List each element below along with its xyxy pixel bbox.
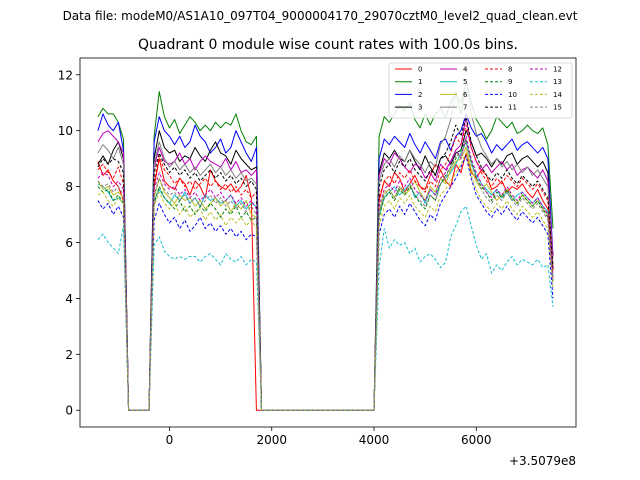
y-axis: 0 2 4 6 8 10 12 [58, 68, 80, 418]
legend-label-0: 0 [418, 66, 422, 74]
series-line-15 [97, 141, 554, 411]
x-axis: 0 2000 4000 6000 [166, 427, 492, 447]
y-tick-label: 2 [65, 348, 73, 362]
chart-title: Quadrant 0 module wise count rates with … [138, 37, 518, 53]
series-line-12 [97, 135, 554, 411]
plot-area [79, 57, 577, 428]
legend-label-4: 4 [463, 66, 468, 74]
x-tick-label: 4000 [359, 433, 390, 447]
legend-label-8: 8 [508, 66, 512, 74]
y-tick-label: 6 [65, 236, 73, 250]
axes-background [80, 58, 576, 427]
legend-label-6: 6 [463, 91, 468, 99]
y-tick-label: 4 [65, 292, 73, 306]
legend-label-3: 3 [418, 104, 422, 112]
legend-label-7: 7 [463, 104, 467, 112]
legend-label-14: 14 [553, 91, 562, 99]
legend-box [388, 62, 573, 119]
legend-label-13: 13 [553, 78, 562, 86]
legend-label-10: 10 [508, 91, 517, 99]
x-tick-label: 6000 [461, 433, 492, 447]
legend-label-2: 2 [418, 91, 422, 99]
x-tick-label: 0 [166, 433, 174, 447]
y-tick-label: 12 [58, 68, 73, 82]
series-lines [97, 79, 554, 411]
x-tick-label: 2000 [256, 433, 287, 447]
legend-label-15: 15 [553, 104, 562, 112]
legend-label-12: 12 [553, 66, 562, 74]
x-offset-label: +3.5079e8 [509, 454, 576, 468]
legend-label-5: 5 [463, 78, 467, 86]
chart-suptitle: Data file: modeM0/AS1A10_097T04_90000041… [63, 9, 578, 23]
y-tick-label: 10 [58, 124, 73, 138]
series-line-14 [97, 152, 554, 411]
y-tick-label: 8 [65, 180, 73, 194]
y-tick-label: 0 [65, 404, 73, 418]
legend-label-1: 1 [418, 78, 422, 86]
legend-label-11: 11 [508, 104, 517, 112]
legend-label-9: 9 [508, 78, 512, 86]
